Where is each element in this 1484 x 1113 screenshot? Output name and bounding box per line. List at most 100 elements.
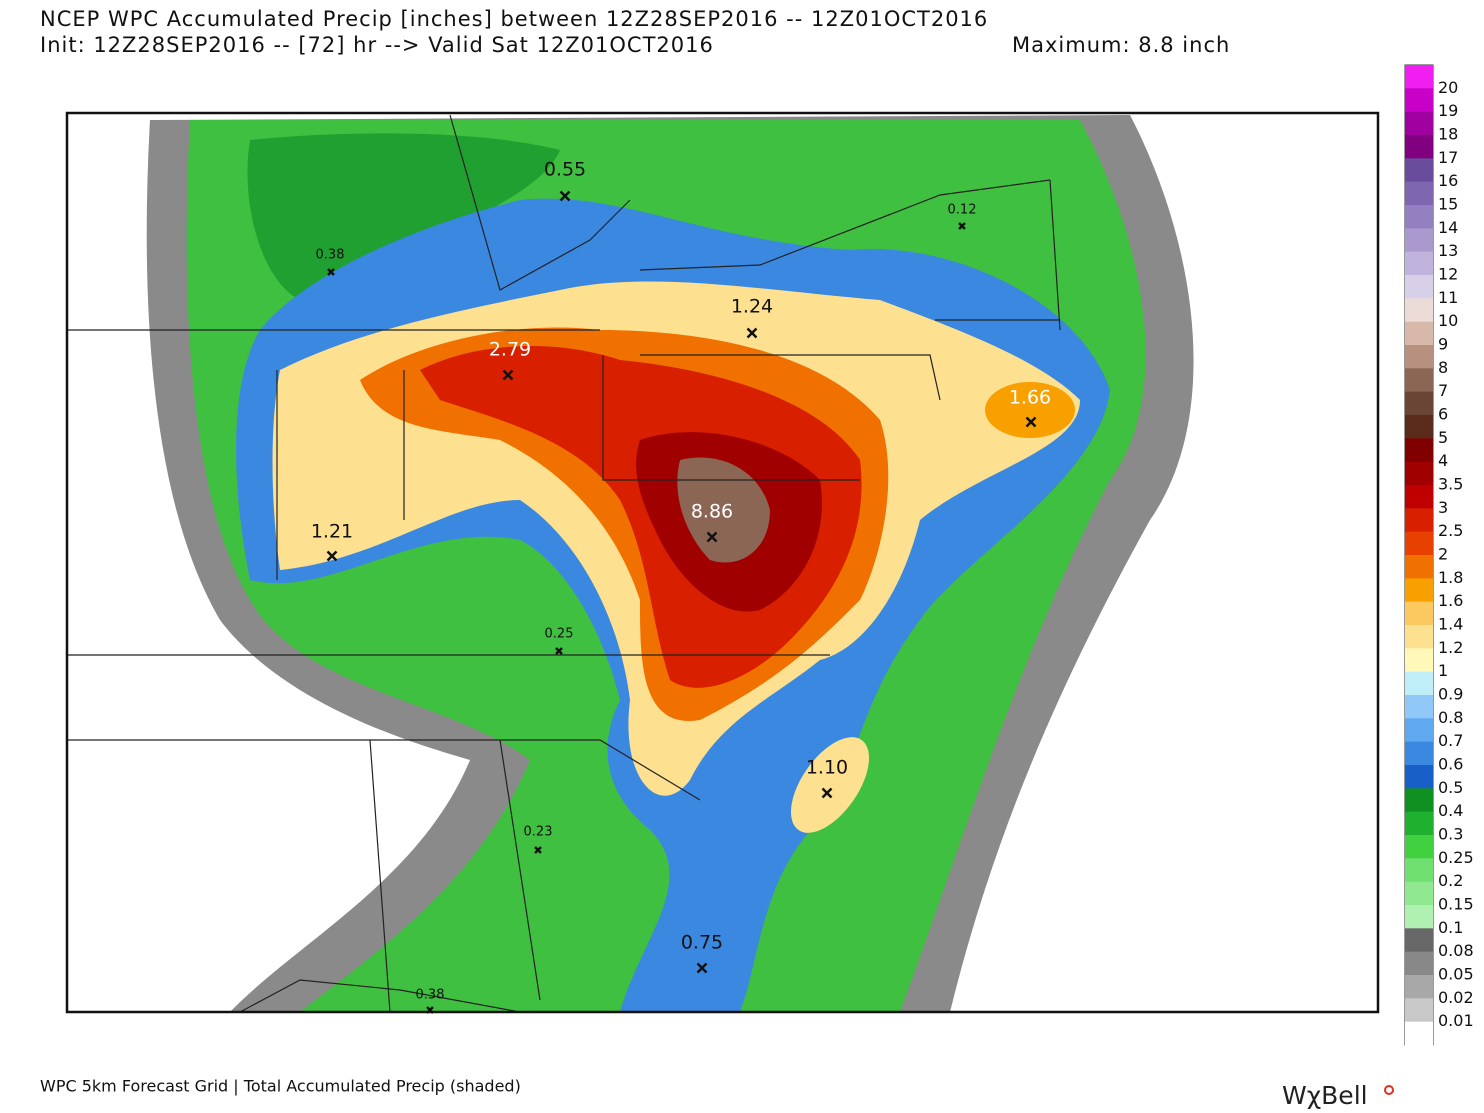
colorbar-swatch bbox=[1405, 485, 1433, 509]
colorbar-swatch bbox=[1405, 788, 1433, 813]
colorbar-swatch bbox=[1405, 158, 1433, 183]
colorbar-swatch bbox=[1405, 601, 1433, 626]
colorbar-swatch bbox=[1405, 298, 1433, 323]
colorbar-label: 17 bbox=[1438, 148, 1458, 167]
point-label: 0.12 bbox=[948, 203, 977, 218]
colorbar-swatch bbox=[1405, 811, 1433, 836]
point-marker bbox=[327, 268, 335, 276]
point-label: 1.24 bbox=[731, 296, 773, 318]
colorbar-label: 15 bbox=[1438, 195, 1458, 214]
colorbar-swatch bbox=[1405, 111, 1433, 136]
colorbar-swatch bbox=[1405, 555, 1433, 579]
precip-yellow bbox=[790, 737, 870, 833]
colorbar-swatch bbox=[1405, 835, 1433, 859]
colorbar-swatch bbox=[1405, 531, 1433, 556]
colorbar-swatch bbox=[1405, 461, 1433, 486]
colorbar-label: 1.4 bbox=[1438, 615, 1463, 634]
colorbar-label: 0.1 bbox=[1438, 918, 1463, 937]
colorbar-swatch bbox=[1405, 671, 1433, 696]
colorbar-swatch bbox=[1405, 321, 1433, 346]
state-lines bbox=[67, 114, 1061, 1012]
precip-brown bbox=[677, 457, 770, 563]
colorbar-swatch bbox=[1405, 998, 1433, 1023]
colorbar-swatch bbox=[1405, 508, 1433, 533]
colorbar-swatch bbox=[1405, 205, 1433, 229]
colorbar-swatch bbox=[1405, 1021, 1433, 1046]
colorbar-label: 0.5 bbox=[1438, 778, 1463, 797]
point-label: 0.38 bbox=[416, 988, 445, 1003]
point-marker bbox=[1025, 416, 1037, 428]
colorbar-swatch bbox=[1405, 625, 1433, 649]
colorbar-label: 0.2 bbox=[1438, 871, 1463, 890]
colorbar-swatch bbox=[1405, 765, 1433, 789]
precip-darkgreen bbox=[247, 133, 560, 300]
point-marker bbox=[534, 846, 542, 854]
colorbar-label: 4 bbox=[1438, 451, 1448, 470]
colorbar-label: 5 bbox=[1438, 428, 1448, 447]
point-marker bbox=[426, 1006, 434, 1014]
colorbar-swatch bbox=[1405, 905, 1433, 929]
colorbar-label: 0.05 bbox=[1438, 965, 1474, 984]
colorbar-swatch bbox=[1405, 881, 1433, 906]
colorbar-label: 0.6 bbox=[1438, 755, 1463, 774]
point-label: 8.86 bbox=[691, 501, 733, 523]
colorbar-label: 0.15 bbox=[1438, 895, 1474, 914]
point-label: 0.38 bbox=[316, 248, 345, 263]
title: NCEP WPC Accumulated Precip [inches] bet… bbox=[40, 7, 988, 31]
colorbar-swatch bbox=[1405, 228, 1433, 253]
colorbar-label: 11 bbox=[1438, 288, 1458, 307]
point-marker bbox=[821, 787, 833, 799]
colorbar-swatch bbox=[1405, 251, 1433, 276]
point-label: 1.10 bbox=[806, 757, 848, 779]
colorbar-swatch bbox=[1405, 438, 1433, 463]
point-label: 2.79 bbox=[489, 339, 531, 361]
colorbar-swatch bbox=[1405, 181, 1433, 206]
colorbar-swatch bbox=[1405, 415, 1433, 439]
colorbar-label: 0.9 bbox=[1438, 685, 1463, 704]
colorbar-swatch bbox=[1405, 88, 1433, 113]
colorbar-swatch bbox=[1405, 275, 1433, 299]
colorbar-label: 20 bbox=[1438, 78, 1458, 97]
map bbox=[65, 111, 1380, 1014]
colorbar-label: 6 bbox=[1438, 405, 1448, 424]
logo-dot bbox=[1384, 1085, 1394, 1095]
colorbar-swatch bbox=[1405, 578, 1433, 603]
colorbar-swatch bbox=[1405, 975, 1433, 999]
point-marker bbox=[326, 550, 338, 562]
colorbar-swatch bbox=[1405, 928, 1433, 953]
map-frame bbox=[65, 111, 1380, 1014]
init-line: Init: 12Z28SEP2016 -- [72] hr --> Valid … bbox=[40, 33, 714, 57]
colorbar-label: 19 bbox=[1438, 101, 1458, 120]
maximum: Maximum: 8.8 inch bbox=[1012, 33, 1230, 57]
colorbar-swatch bbox=[1405, 951, 1433, 976]
colorbar-label: 2 bbox=[1438, 545, 1448, 564]
footer-source: WPC 5km Forecast Grid | Total Accumulate… bbox=[40, 1077, 521, 1096]
point-label: 0.75 bbox=[681, 932, 723, 954]
colorbar-label: 10 bbox=[1438, 311, 1458, 330]
colorbar-label: 16 bbox=[1438, 171, 1458, 190]
point-marker bbox=[746, 327, 758, 339]
point-marker bbox=[555, 647, 563, 655]
colorbar-swatch bbox=[1405, 695, 1433, 719]
point-label: 1.66 bbox=[1009, 387, 1051, 409]
colorbar-swatch bbox=[1405, 391, 1433, 416]
colorbar-label: 12 bbox=[1438, 265, 1458, 284]
colorbar-swatch bbox=[1405, 345, 1433, 369]
point-marker bbox=[559, 190, 571, 202]
point-label: 1.21 bbox=[311, 521, 353, 543]
colorbar-label: 1 bbox=[1438, 661, 1448, 680]
colorbar-swatch bbox=[1405, 368, 1433, 393]
logo: WχBell bbox=[1282, 1081, 1368, 1110]
colorbar-label: 7 bbox=[1438, 381, 1448, 400]
point-marker bbox=[696, 962, 708, 974]
point-label: 0.55 bbox=[544, 159, 586, 181]
colorbar-label: 1.8 bbox=[1438, 568, 1463, 587]
colorbar-label: 0.8 bbox=[1438, 708, 1463, 727]
point-marker bbox=[706, 531, 718, 543]
colorbar-label: 18 bbox=[1438, 125, 1458, 144]
colorbar-swatch bbox=[1405, 648, 1433, 673]
colorbar-label: 0.01 bbox=[1438, 1011, 1474, 1030]
colorbar-label: 3.5 bbox=[1438, 475, 1463, 494]
colorbar-swatch bbox=[1405, 135, 1433, 159]
point-label: 0.23 bbox=[524, 825, 553, 840]
